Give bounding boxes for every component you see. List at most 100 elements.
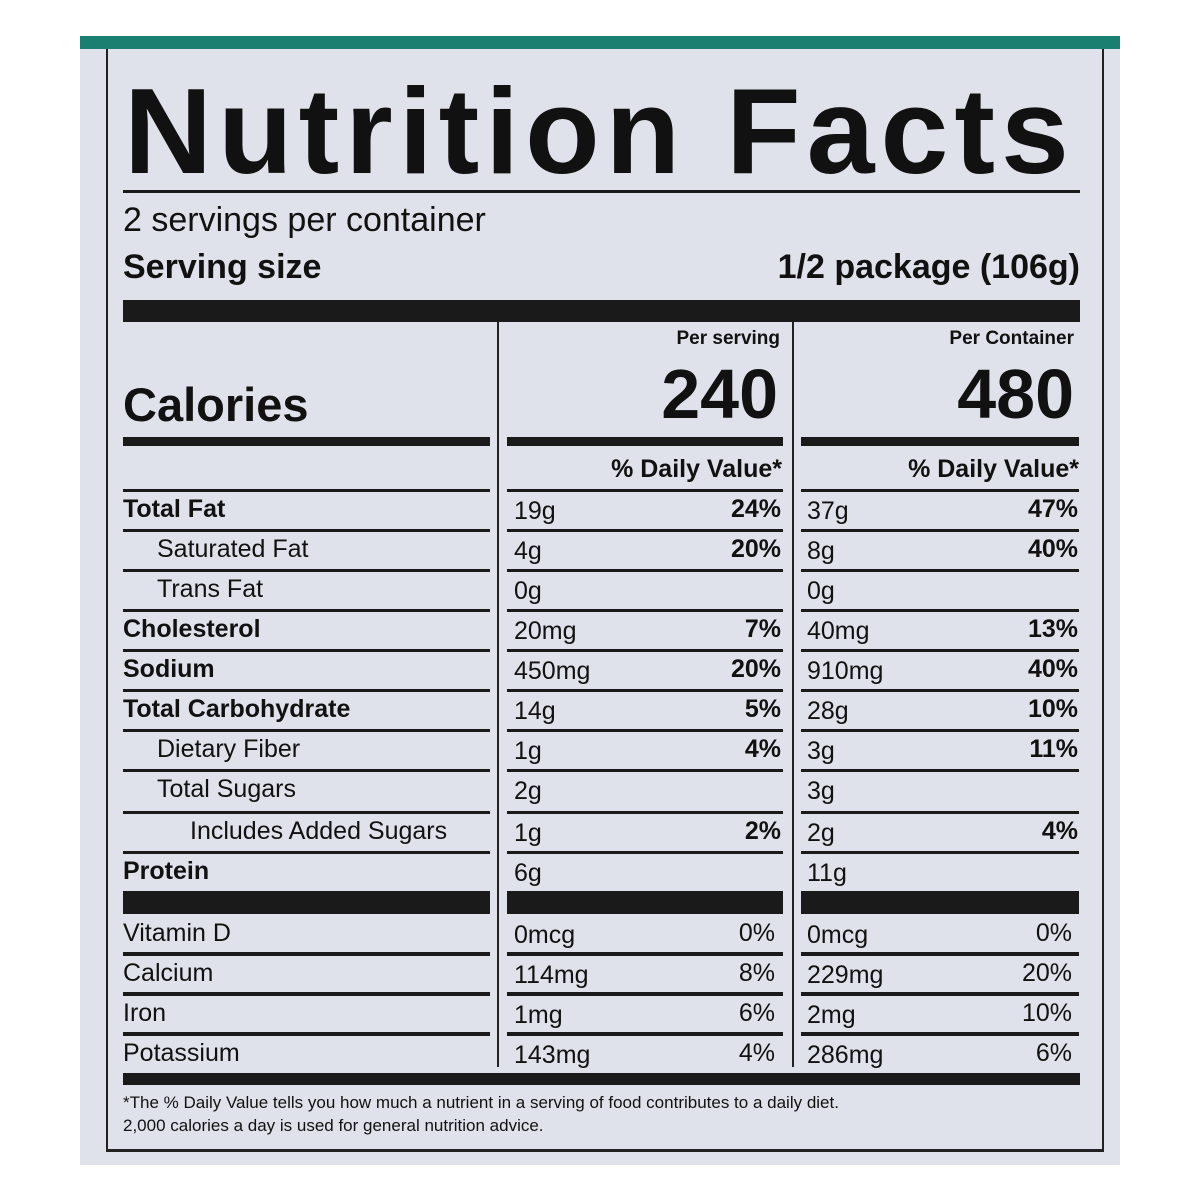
servings-per-container: 2 servings per container xyxy=(123,201,486,239)
row-divider xyxy=(123,851,490,854)
nutrient-name: Total Fat xyxy=(123,495,226,523)
container-daily-value: 13% xyxy=(1027,615,1078,643)
vitamin-name: Calcium xyxy=(123,959,214,987)
container-daily-value: 40% xyxy=(1027,655,1078,683)
title: Nutrition Facts xyxy=(124,63,1075,199)
row-divider xyxy=(801,529,1079,532)
container-amount: 0g xyxy=(807,577,835,605)
container-amount: 3g xyxy=(807,737,835,765)
nutrient-name: Saturated Fat xyxy=(157,535,309,563)
row-divider xyxy=(507,811,783,814)
container-amount: 28g xyxy=(807,697,849,725)
container-amount: 11g xyxy=(807,859,847,887)
serving-daily-value: 2% xyxy=(744,817,781,845)
row-divider xyxy=(801,689,1079,692)
footnote-line-2: 2,000 calories a day is used for general… xyxy=(123,1116,544,1135)
daily-value-header-container: % Daily Value* xyxy=(908,455,1079,483)
divider xyxy=(123,190,1080,193)
container-amount: 2mg xyxy=(807,1001,856,1029)
container-amount: 229mg xyxy=(807,961,884,989)
container-amount: 40mg xyxy=(807,617,870,645)
calories-per-serving: 240 xyxy=(661,355,778,433)
vitamin-name: Potassium xyxy=(123,1039,240,1067)
vitamin-name: Iron xyxy=(123,999,167,1027)
serving-amount: 20mg xyxy=(514,617,577,645)
row-divider xyxy=(507,609,783,612)
serving-size-label: Serving size xyxy=(123,248,322,286)
serving-daily-value: 7% xyxy=(744,615,781,643)
nutrient-name: Cholesterol xyxy=(123,615,261,643)
row-divider xyxy=(801,609,1079,612)
serving-amount: 1mg xyxy=(514,1001,563,1029)
row-divider xyxy=(801,649,1079,652)
row-divider xyxy=(123,609,490,612)
serving-amount: 1g xyxy=(514,819,542,847)
row-divider xyxy=(507,649,783,652)
serving-amount: 14g xyxy=(514,697,556,725)
row-divider xyxy=(801,569,1079,572)
container-daily-value: 4% xyxy=(1041,817,1078,845)
serving-amount: 6g xyxy=(514,859,542,887)
serving-amount: 114mg xyxy=(514,961,589,989)
container-daily-value: 47% xyxy=(1027,495,1078,523)
row-divider xyxy=(123,729,490,732)
row-divider xyxy=(507,891,783,914)
row-divider xyxy=(801,811,1079,814)
calories-per-container: 480 xyxy=(957,355,1074,433)
container-amount: 2g xyxy=(807,819,835,847)
serving-amount: 4g xyxy=(514,537,542,565)
thick-bar xyxy=(123,300,1080,322)
container-daily-value: 10% xyxy=(1027,695,1078,723)
row-divider xyxy=(801,992,1079,996)
row-divider xyxy=(507,569,783,572)
row-divider xyxy=(123,529,490,532)
row-divider xyxy=(801,489,1079,492)
row-divider xyxy=(123,649,490,652)
row-divider xyxy=(507,729,783,732)
container-daily-value: 20% xyxy=(1021,959,1072,987)
serving-daily-value: 20% xyxy=(730,535,781,563)
row-divider xyxy=(123,891,490,914)
serving-amount: 19g xyxy=(514,497,556,525)
row-divider xyxy=(123,769,490,772)
row-divider xyxy=(123,689,490,692)
teal-band xyxy=(80,36,1120,49)
nutrient-name: Total Sugars xyxy=(157,775,296,803)
row-divider xyxy=(801,952,1079,956)
container-amount: 0mcg xyxy=(807,921,869,949)
serving-amount: 0mcg xyxy=(514,921,576,949)
container-amount: 37g xyxy=(807,497,849,525)
per-container-label: Per Container xyxy=(949,328,1074,349)
row-divider xyxy=(507,689,783,692)
nutrition-facts-box xyxy=(106,49,1104,1152)
nutrient-name: Trans Fat xyxy=(157,575,264,603)
serving-amount: 1g xyxy=(514,737,542,765)
container-amount: 8g xyxy=(807,537,835,565)
calories-label: Calories xyxy=(123,378,309,431)
vitamin-name: Vitamin D xyxy=(123,919,231,947)
serving-daily-value: 5% xyxy=(744,695,781,723)
row-divider xyxy=(507,851,783,854)
serving-amount: 2g xyxy=(514,777,542,805)
serving-daily-value: 0% xyxy=(738,919,775,947)
container-amount: 3g xyxy=(807,777,835,805)
label-panel xyxy=(80,36,1120,1165)
row-divider xyxy=(801,851,1079,854)
column-divider xyxy=(497,322,499,1067)
nutrient-name: Protein xyxy=(123,857,210,885)
row-divider xyxy=(123,952,490,956)
row-divider xyxy=(123,1032,490,1036)
container-daily-value: 11% xyxy=(1029,735,1078,763)
nutrient-name: Dietary Fiber xyxy=(157,735,301,763)
container-daily-value: 40% xyxy=(1027,535,1078,563)
footnote-line-1: *The % Daily Value tells you how much a … xyxy=(123,1093,839,1112)
row-divider xyxy=(123,811,490,814)
container-daily-value: 6% xyxy=(1035,1039,1072,1067)
nutrient-name: Sodium xyxy=(123,655,215,683)
row-divider xyxy=(507,1032,783,1036)
thick-bar-bottom xyxy=(123,1073,1080,1085)
row-divider xyxy=(507,489,783,492)
serving-amount: 0g xyxy=(514,577,542,605)
column-divider xyxy=(792,322,794,1067)
row-divider xyxy=(123,489,490,492)
